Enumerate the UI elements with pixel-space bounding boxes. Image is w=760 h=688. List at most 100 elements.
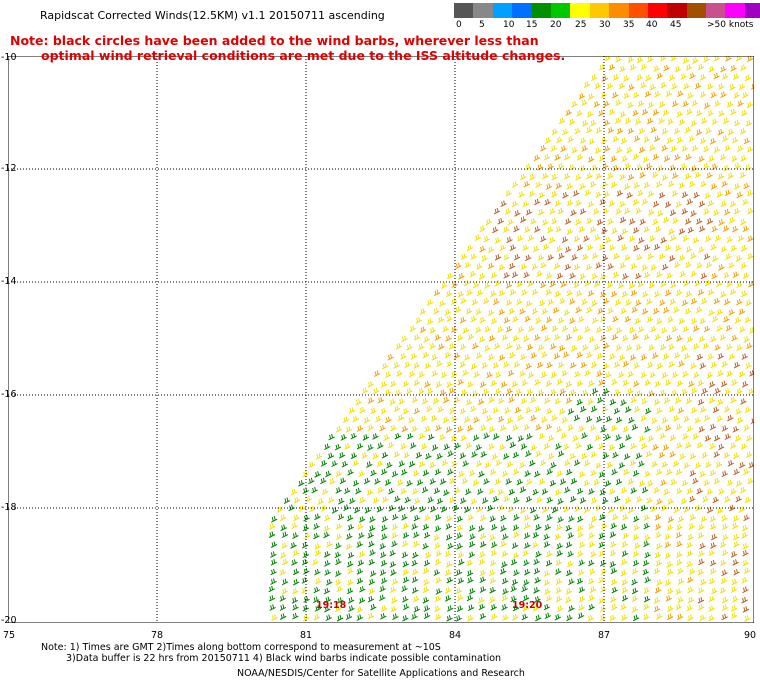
wind-barb (709, 469, 717, 477)
wind-barb (639, 218, 646, 226)
wind-barb (636, 253, 643, 261)
wind-barb (578, 316, 585, 323)
wind-barb (697, 568, 704, 576)
wind-barb (599, 614, 607, 621)
wind-barb (584, 189, 592, 196)
wind-barb (476, 352, 483, 359)
wind-barb (625, 299, 632, 306)
wind-barb (445, 569, 452, 577)
wind-barb (469, 533, 476, 541)
wind-barb (739, 171, 747, 179)
wind-barb (544, 524, 551, 531)
wind-barb (745, 299, 752, 307)
wind-barb (451, 326, 458, 333)
wind-barb (413, 531, 420, 539)
wind-barb (572, 435, 579, 442)
wind-barb (647, 480, 654, 487)
wind-barb (570, 209, 577, 217)
wind-barb (705, 235, 712, 243)
wind-barb (632, 559, 640, 567)
wind-barb (456, 543, 463, 550)
wind-barb (721, 596, 729, 604)
wind-barb (464, 416, 471, 423)
wind-barb (585, 263, 593, 271)
wind-barb (495, 371, 502, 379)
wind-barb (725, 324, 733, 332)
wind-barb (566, 614, 573, 622)
wind-barb (674, 154, 681, 161)
wind-barb (444, 308, 451, 316)
wind-barb (400, 353, 407, 360)
wind-barb (713, 209, 720, 217)
wind-barb (577, 569, 585, 576)
wind-barb (508, 307, 516, 315)
wind-barb (490, 271, 498, 279)
wind-barb (648, 208, 655, 216)
wind-barb (681, 145, 688, 152)
wind-barb (483, 235, 490, 243)
wind-barb (327, 452, 335, 460)
wind-barb (728, 309, 735, 316)
wind-barb (721, 470, 728, 478)
wind-barb (419, 506, 426, 513)
wind-barb (489, 577, 497, 584)
wind-barb (707, 199, 715, 207)
wind-barb (671, 325, 678, 333)
wind-barb (628, 84, 635, 91)
wind-barb (744, 406, 752, 414)
wind-barb (684, 126, 692, 134)
wind-barb (638, 237, 645, 244)
wind-barb (564, 153, 571, 161)
wind-barb (573, 414, 581, 422)
wind-barb (599, 315, 607, 322)
wind-barb (559, 297, 566, 305)
wind-barb (720, 577, 728, 584)
wind-barb (708, 577, 716, 585)
wind-barb (690, 270, 697, 277)
wind-barb (672, 217, 679, 224)
wind-barb (406, 387, 413, 395)
lon-label: 84 (449, 630, 462, 641)
wind-barb (479, 576, 486, 584)
wind-barb (642, 568, 649, 576)
wind-barb (669, 164, 677, 172)
wind-barb (586, 351, 593, 359)
wind-barb (584, 279, 591, 287)
wind-barb (676, 523, 683, 531)
wind-barb (554, 333, 561, 341)
wind-barb (661, 417, 669, 424)
wind-barb (504, 407, 511, 414)
legend-swatch (706, 3, 726, 18)
wind-barb (501, 577, 509, 585)
wind-barb (458, 273, 465, 280)
wind-barb (633, 524, 640, 531)
wind-barb (349, 497, 356, 505)
wind-barb (575, 442, 582, 449)
wind-barb (632, 550, 640, 558)
wind-barb (714, 344, 721, 351)
wind-barb (629, 326, 636, 334)
wind-barb (485, 218, 493, 226)
wind-barb (696, 109, 703, 117)
wind-barb (625, 344, 633, 351)
wind-barb (660, 504, 668, 512)
wind-barb (612, 513, 619, 521)
wind-barb (348, 605, 355, 612)
wind-barb (744, 496, 752, 504)
wind-barb (677, 90, 684, 98)
wind-barb (535, 317, 542, 324)
wind-barb (710, 542, 717, 549)
wind-barb (676, 289, 683, 296)
wind-barb (325, 614, 332, 621)
wind-barb (551, 506, 559, 514)
wind-barb (551, 217, 558, 225)
wind-barb (459, 407, 467, 415)
wind-barb (723, 271, 730, 279)
wind-barb (398, 460, 405, 468)
wind-barb (601, 181, 609, 188)
wind-barb (561, 369, 568, 377)
wind-barb (409, 442, 417, 449)
wind-barb (656, 271, 663, 278)
wind-barb (465, 442, 473, 449)
map-plot (8, 56, 754, 623)
